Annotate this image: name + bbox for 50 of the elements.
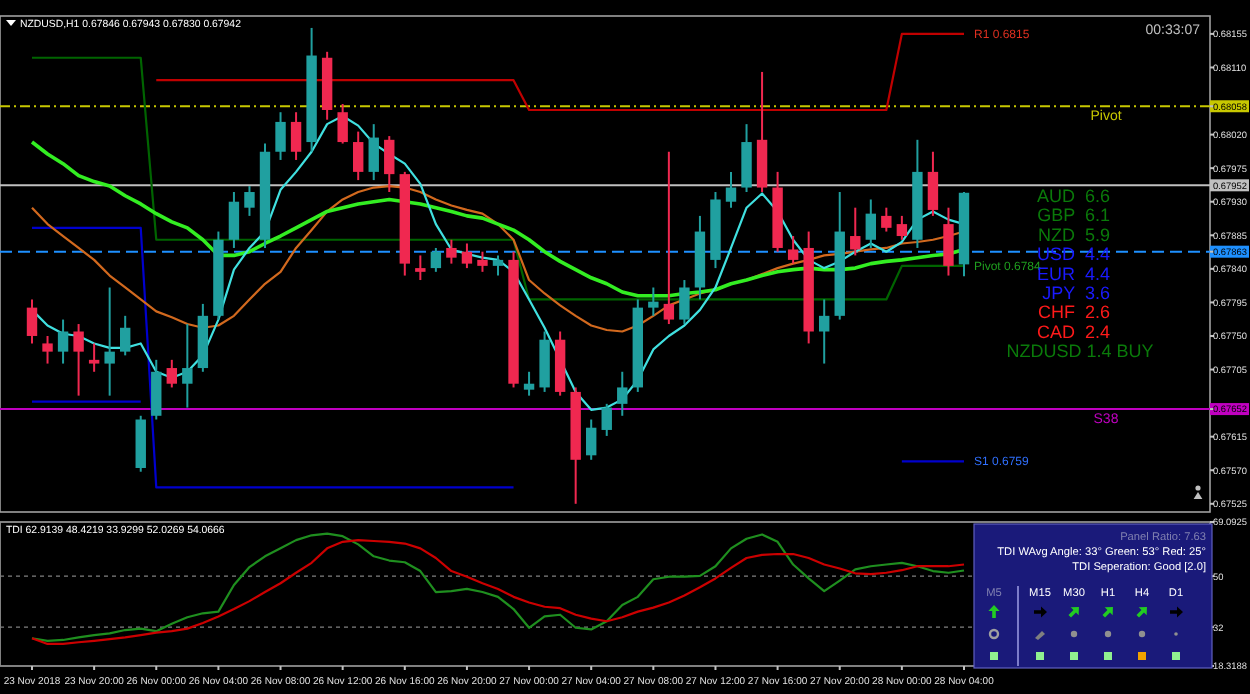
text: JPY 3.6 [1042, 283, 1110, 303]
candlestick [73, 323, 84, 397]
candlestick [850, 206, 861, 257]
text: CAD 2.4 [1036, 321, 1110, 342]
candlestick [756, 70, 768, 194]
text: NZDUSD 1.4 BUY [1006, 341, 1154, 362]
candlestick [943, 206, 954, 277]
candlestick [881, 206, 892, 233]
candlestick [601, 402, 612, 437]
candlestick [244, 185, 255, 217]
candlestick [104, 286, 115, 397]
candlestick [57, 318, 69, 365]
candlestick [42, 334, 53, 365]
candlestick [865, 198, 876, 249]
candlestick [353, 130, 364, 182]
candlestick [617, 370, 628, 417]
candlestick [384, 135, 395, 194]
candlestick [679, 279, 690, 326]
candlestick [337, 103, 348, 145]
candlestick [446, 238, 457, 265]
text: AUD 6.6 [1036, 186, 1110, 206]
text: CHF 2.6 [1037, 302, 1110, 323]
candlestick [896, 214, 908, 241]
candlestick [648, 286, 659, 317]
candlestick [539, 330, 550, 393]
candlestick [275, 111, 286, 161]
candlestick [461, 242, 473, 270]
candlestick [725, 170, 737, 209]
text: GBP 6.1 [1037, 205, 1110, 226]
text: NZD 5.9 [1037, 224, 1110, 245]
candlestick [741, 123, 752, 194]
candlestick [787, 235, 799, 265]
candlestick [88, 342, 100, 373]
candlestick [26, 298, 38, 345]
candlestick [492, 254, 504, 277]
candlestick [120, 314, 131, 357]
candlestick [927, 150, 939, 217]
candlestick [663, 150, 675, 326]
candlestick [415, 254, 426, 282]
candlestick [228, 191, 240, 249]
candlestick [166, 358, 177, 389]
candlestick [586, 418, 597, 461]
candlestick [819, 298, 830, 365]
candlestick [368, 123, 379, 182]
candlestick [151, 358, 162, 421]
candlestick [290, 111, 302, 161]
candlestick [430, 246, 442, 273]
candlestick [523, 370, 535, 397]
candlestick [182, 323, 193, 409]
candlestick [477, 250, 488, 273]
